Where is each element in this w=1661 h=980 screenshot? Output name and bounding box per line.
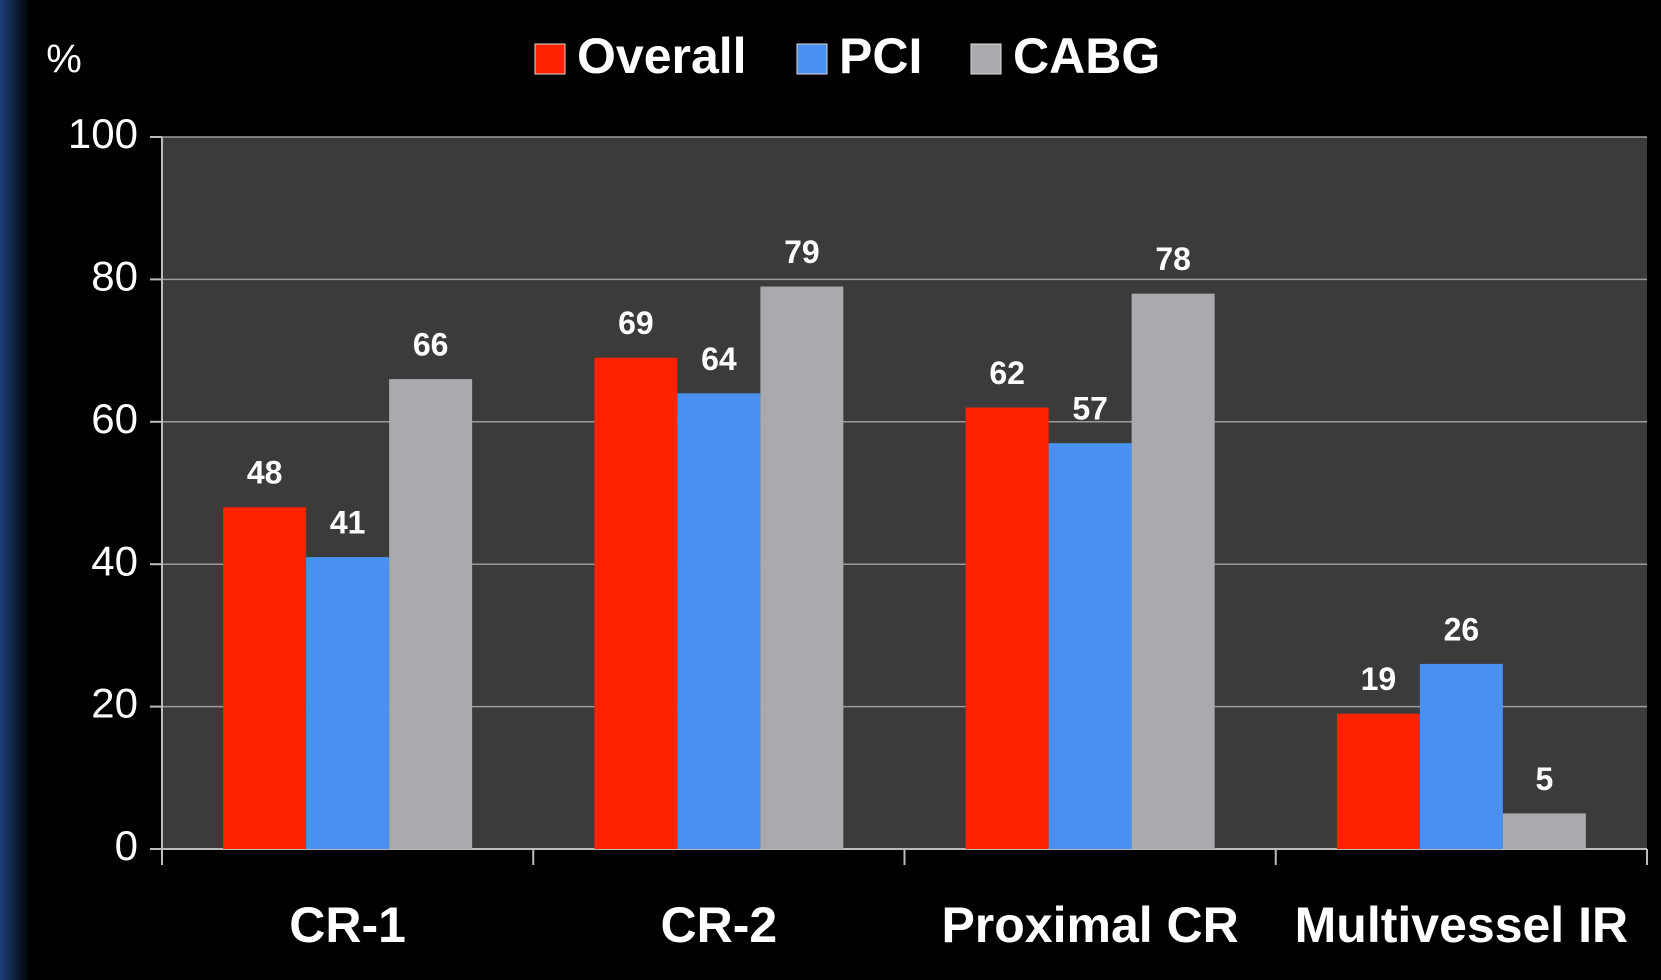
bar (1336, 713, 1420, 849)
data-label: 64 (701, 341, 737, 377)
x-tick-label: Proximal CR (941, 897, 1238, 953)
y-tick-label: 40 (91, 537, 138, 584)
legend-label: Overall (577, 28, 747, 84)
data-label: 78 (1155, 241, 1191, 277)
bar (1131, 293, 1215, 849)
data-label: 48 (247, 455, 283, 491)
legend-swatch (970, 43, 1002, 75)
data-label: 19 (1361, 661, 1397, 697)
bar (677, 393, 761, 849)
bar (306, 557, 390, 849)
legend-swatch (796, 43, 828, 75)
data-label: 69 (618, 305, 654, 341)
data-label: 5 (1535, 761, 1553, 797)
bar (965, 407, 1049, 849)
x-tick-label: CR-2 (661, 897, 778, 953)
data-label: 26 (1444, 611, 1480, 647)
y-tick-label: 20 (91, 680, 138, 727)
legend-label: PCI (839, 28, 922, 84)
bar (1502, 813, 1586, 849)
x-tick-label: Multivessel IR (1295, 897, 1628, 953)
bar (1419, 663, 1503, 849)
y-axis-label: % (46, 38, 82, 82)
legend-swatch (534, 43, 566, 75)
y-tick-label: 0 (115, 822, 138, 869)
background-edge (0, 0, 30, 980)
bar (389, 379, 473, 849)
data-label: 62 (989, 355, 1025, 391)
bar (594, 357, 678, 849)
bar (760, 286, 844, 849)
y-tick-label: 80 (91, 252, 138, 299)
data-label: 57 (1072, 391, 1108, 427)
x-tick-label: CR-1 (289, 897, 406, 953)
bar (1048, 443, 1132, 849)
y-tick-label: 60 (91, 395, 138, 442)
data-label: 79 (784, 234, 820, 270)
bar (223, 507, 307, 849)
data-label: 41 (330, 505, 366, 541)
data-label: 66 (413, 327, 449, 363)
legend-label: CABG (1013, 28, 1160, 84)
y-tick-label: 100 (68, 110, 138, 157)
